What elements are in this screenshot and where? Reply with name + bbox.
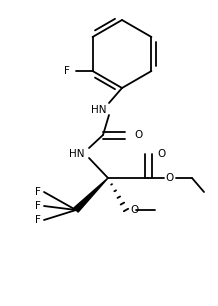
Text: HN: HN xyxy=(90,105,106,115)
Text: F: F xyxy=(64,66,70,76)
Text: O: O xyxy=(134,130,142,140)
Text: O: O xyxy=(130,205,138,215)
Text: F: F xyxy=(35,215,41,225)
Text: F: F xyxy=(35,201,41,211)
Text: O: O xyxy=(166,173,174,183)
Text: O: O xyxy=(157,149,165,159)
Text: F: F xyxy=(35,187,41,197)
Polygon shape xyxy=(74,178,108,212)
Text: HN: HN xyxy=(68,149,84,159)
